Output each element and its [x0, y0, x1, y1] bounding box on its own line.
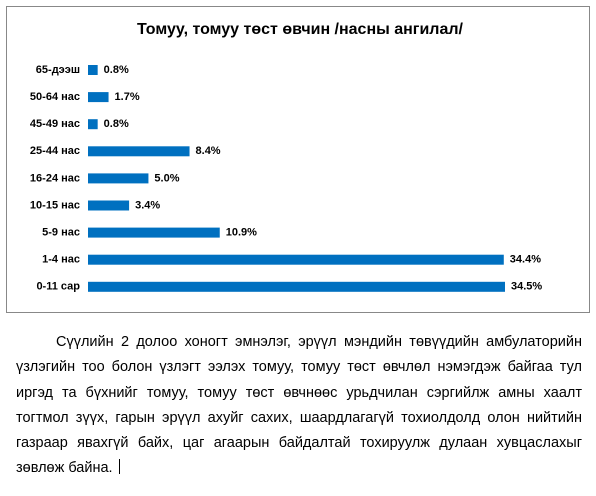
category-label: 5-9 нас [42, 227, 80, 239]
bar [88, 173, 149, 184]
category-label: 1-4 нас [42, 254, 80, 266]
value-label: 0.8% [104, 64, 129, 76]
bar [88, 92, 109, 103]
bar [88, 146, 190, 157]
category-label: 16-24 нас [30, 172, 80, 184]
value-label: 34.5% [511, 281, 542, 293]
bar [88, 65, 98, 75]
category-label: 50-64 нас [30, 91, 80, 103]
value-label: 10.9% [226, 227, 257, 239]
category-label: 45-49 нас [30, 118, 80, 130]
value-label: 8.4% [196, 145, 221, 157]
value-label: 1.7% [115, 91, 140, 103]
bar [88, 227, 220, 238]
bar [88, 200, 130, 211]
category-label: 0-11 сар [36, 281, 80, 293]
value-label: 3.4% [135, 199, 160, 211]
value-label: 0.8% [104, 118, 129, 130]
bar [88, 281, 505, 292]
text-cursor [118, 459, 120, 475]
chart-title: Томуу, томуу төст өвчин /насны ангилал/ [137, 21, 463, 38]
chart-frame [6, 6, 590, 313]
value-label: 34.4% [510, 254, 541, 266]
category-label: 65-дээш [36, 64, 80, 76]
bar [88, 254, 504, 265]
bar [88, 119, 98, 130]
paragraph: Сүүлийн 2 долоо хоногт эмнэлэг, эрүүл мэ… [16, 330, 582, 482]
chart: Томуу, томуу төст өвчин /насны ангилал/ … [6, 6, 590, 313]
category-label: 25-44 нас [30, 145, 80, 157]
paragraph-text: Сүүлийн 2 долоо хоногт эмнэлэг, эрүүл мэ… [16, 334, 582, 477]
value-label: 5.0% [154, 172, 179, 184]
category-label: 10-15 нас [30, 199, 80, 211]
